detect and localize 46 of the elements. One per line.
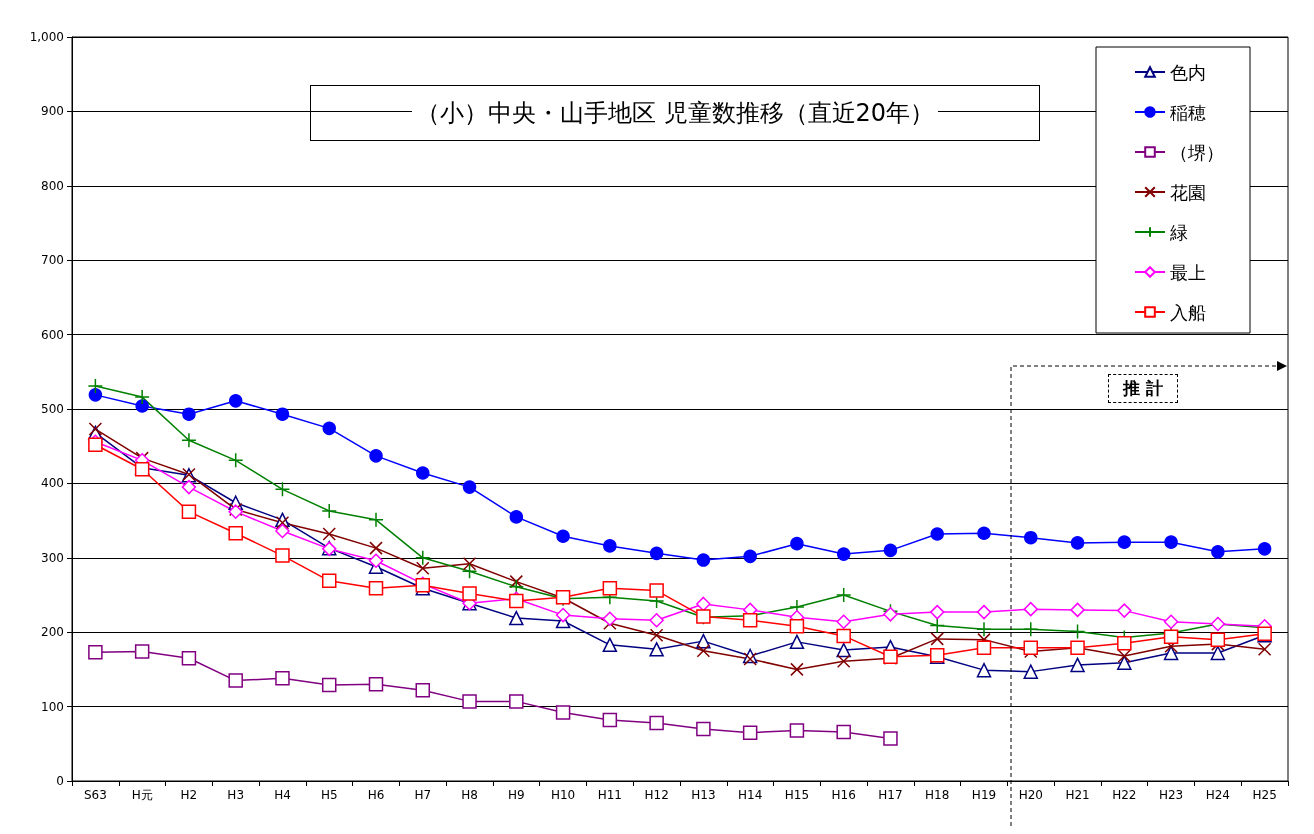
y-tick-label: 600 [41,327,64,342]
legend-label: 入船 [1170,301,1206,323]
y-tick-label: 800 [41,178,64,193]
y-tick-label: 200 [41,625,64,640]
x-tick-label: H17 [878,788,903,802]
x-tick-label: H23 [1158,788,1184,802]
x-tick-label: H25 [1252,788,1277,802]
x-tick-label: H5 [320,788,338,802]
y-tick-label: 100 [41,699,64,714]
x-tick-label: H元 [131,788,153,802]
x-tick-label: H21 [1065,788,1090,802]
y-tick-label: 0 [56,774,64,788]
x-tick-label: H10 [550,788,576,802]
x-tick-label: H11 [597,788,622,802]
x-tick-label: H9 [507,788,525,802]
y-tick-label: 300 [41,550,64,565]
x-tick-label: H8 [461,788,478,802]
y-tick-label: 500 [41,402,64,416]
x-tick-label: H18 [925,788,950,802]
legend-label: 稲穂 [1170,101,1206,123]
y-tick-label: 400 [41,476,64,491]
legend-label: 最上 [1170,261,1206,283]
x-tick-label: H24 [1205,788,1230,802]
x-tick-label: H22 [1112,788,1137,802]
legend-label: 色内 [1170,61,1206,83]
y-tick-label: 700 [41,253,64,268]
legend-label: 花園 [1170,181,1206,203]
y-tick-label: 900 [41,104,64,119]
x-tick-label: H19 [971,788,997,802]
x-tick-label: H4 [274,788,291,802]
annotation: 推 計 [1108,374,1178,403]
legend-label: 緑 [1169,221,1188,243]
legend-label: （堺） [1170,141,1224,163]
x-tick-label: H13 [691,788,716,802]
x-tick-label: H2 [180,788,198,802]
x-tick-label: H14 [738,788,763,802]
x-tick-label: H3 [227,788,245,802]
text: （小）中央・山手地区 児童数推移（直近20年） [411,91,939,135]
y-tick-label: 1,000 [29,30,64,44]
x-tick-label: H16 [831,788,856,802]
x-tick-label: H6 [367,788,385,802]
x-tick-label: H7 [414,788,432,802]
x-tick-label: H15 [784,788,810,802]
x-tick-label: H20 [1018,788,1043,802]
x-tick-label: H12 [644,788,669,802]
x-tick-label: S63 [83,788,107,802]
